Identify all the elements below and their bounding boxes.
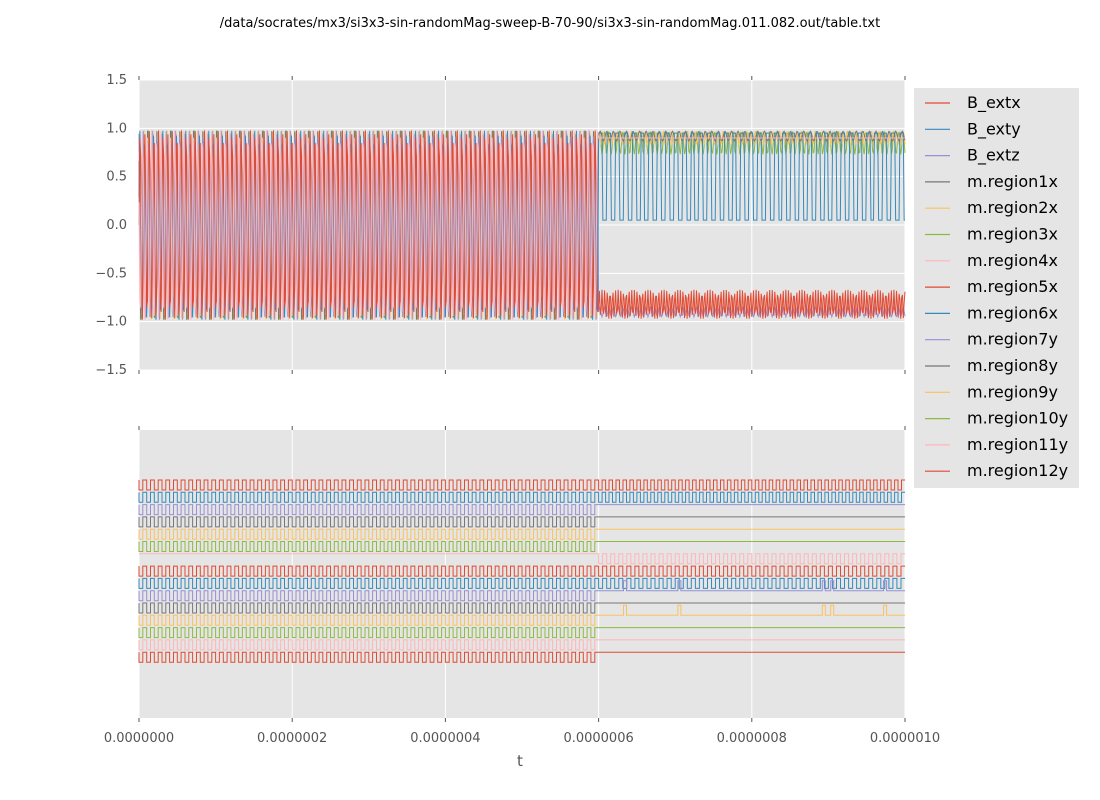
top-y-tick-label: −1.5 bbox=[95, 363, 127, 378]
bottom-x-tick-label: 0.0000006 bbox=[563, 731, 633, 746]
legend-entry-label: m.region6x bbox=[967, 303, 1058, 322]
legend-items: B_extx B_exty B_extz m.region1x m.region2x m.… bbox=[925, 93, 1068, 480]
bottom-axes: 0.0000000 0.0000002 0.0000004 0.0000006 0.00… bbox=[104, 426, 940, 746]
legend-entry-label: m.region3x bbox=[967, 225, 1058, 244]
bottom-series-trace bbox=[138, 491, 905, 503]
bottom-x-tick-label: 0.0000004 bbox=[410, 731, 480, 746]
bottom-ticks: 0.0000000 0.0000002 0.0000004 0.0000006 0.00… bbox=[104, 426, 940, 746]
legend-entry-label: m.region10y bbox=[967, 409, 1068, 428]
top-y-tick-label: 0.0 bbox=[106, 218, 127, 233]
legend-entry-label: m.region7y bbox=[967, 330, 1058, 349]
bottom-series-trace bbox=[138, 516, 905, 528]
bottom-x-tick-label: 0.0000002 bbox=[257, 731, 327, 746]
legend-entry-label: m.region5x bbox=[967, 277, 1058, 296]
bottom-series-trace bbox=[138, 604, 905, 626]
chart-title: /data/socrates/mx3/si3x3-sin-randomMag-s… bbox=[220, 16, 880, 31]
legend-background bbox=[914, 88, 1079, 488]
top-series-line bbox=[138, 130, 905, 320]
legend-entry-label: B_extx bbox=[967, 93, 1021, 113]
legend-entry-label: m.region11y bbox=[967, 435, 1068, 454]
top-series-group bbox=[138, 130, 906, 320]
top-y-tick-label: 0.5 bbox=[106, 170, 127, 185]
top-y-tick-label: −1.0 bbox=[95, 315, 127, 330]
legend-entry-label: m.region8y bbox=[967, 356, 1058, 375]
legend-entry-label: m.region2x bbox=[967, 198, 1058, 217]
bottom-series-trace bbox=[138, 651, 905, 663]
bottom-series-trace bbox=[138, 565, 905, 577]
legend: B_extx B_exty B_extz m.region1x m.region2x m.… bbox=[914, 88, 1079, 488]
bottom-series-trace bbox=[138, 528, 905, 540]
bottom-series-group bbox=[138, 479, 905, 663]
bottom-series-trace bbox=[138, 577, 905, 589]
legend-entry-label: m.region1x bbox=[967, 172, 1058, 191]
top-axes: 1.5 1.0 0.5 0.0 −0.5 −1.0 −1.5 bbox=[95, 73, 906, 378]
bottom-x-tick-label: 0.0000010 bbox=[870, 731, 940, 746]
bottom-series-trace bbox=[138, 639, 905, 651]
x-axis-label: t bbox=[517, 752, 523, 770]
bottom-series-trace bbox=[138, 504, 905, 516]
bottom-series-trace bbox=[138, 479, 905, 491]
bottom-series-trace bbox=[138, 602, 905, 614]
top-y-tick-label: 1.0 bbox=[106, 121, 127, 136]
top-series-line bbox=[138, 130, 906, 320]
legend-entry-label: B_exty bbox=[967, 119, 1021, 139]
bottom-series-trace bbox=[139, 553, 905, 565]
bottom-series-trace bbox=[138, 541, 905, 552]
top-ticks: 1.5 1.0 0.5 0.0 −0.5 −1.0 −1.5 bbox=[95, 73, 906, 378]
bottom-series-trace bbox=[138, 580, 905, 602]
legend-entry-label: B_extz bbox=[967, 146, 1020, 166]
legend-entry-label: m.region9y bbox=[967, 382, 1058, 401]
legend-entry-label: m.region4x bbox=[967, 251, 1058, 270]
bottom-x-tick-label: 0.0000008 bbox=[717, 731, 787, 746]
top-y-tick-label: −0.5 bbox=[95, 266, 127, 281]
top-y-tick-label: 1.5 bbox=[106, 73, 127, 88]
legend-entry-label: m.region12y bbox=[967, 461, 1068, 480]
bottom-series-trace bbox=[138, 627, 905, 639]
bottom-x-tick-label: 0.0000000 bbox=[104, 731, 174, 746]
